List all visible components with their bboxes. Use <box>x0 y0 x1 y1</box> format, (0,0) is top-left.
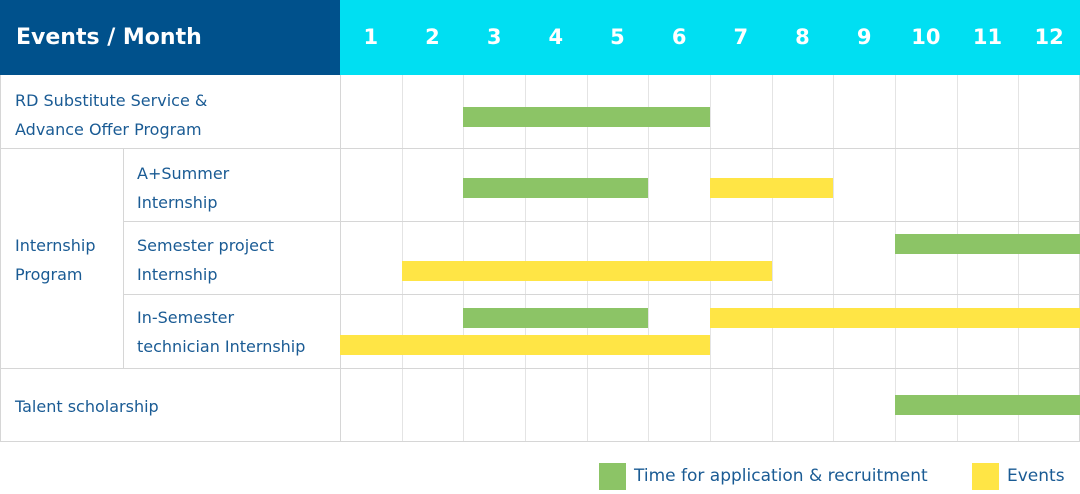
grid-vline <box>586 75 588 441</box>
row-label-rd: RD Substitute Service & Advance Offer Pr… <box>15 86 207 144</box>
row-label-line: A+Summer <box>137 164 230 183</box>
grid-vline <box>648 75 650 441</box>
month-label-9: 9 <box>856 25 872 49</box>
row-label-insem: In-Semester technician Internship <box>137 303 305 361</box>
bar-events-row3 <box>340 335 710 355</box>
group-label-internship: Internship Program <box>15 231 96 289</box>
row-label-talent: Talent scholarship <box>15 397 159 416</box>
row-label-line: technician Internship <box>137 337 306 356</box>
month-label-2: 2 <box>425 25 440 49</box>
bar-events-row1 <box>710 178 834 198</box>
grid-border <box>0 75 1 441</box>
month-label-4: 4 <box>548 25 564 49</box>
header-events-month: Events / Month <box>0 0 340 75</box>
month-label-1: 1 <box>363 25 379 49</box>
month-header: 1 2 3 4 5 6 7 8 9 10 11 12 <box>340 0 1080 75</box>
row-label-line: Semester project <box>137 236 275 255</box>
grid-vline <box>1018 75 1020 441</box>
legend-label-events: Events <box>1007 466 1065 486</box>
grid-vline <box>710 75 711 441</box>
bar-events-row2 <box>401 261 772 281</box>
bar-application-row4 <box>895 395 1080 415</box>
month-label-11: 11 <box>972 25 1003 49</box>
grid-hline <box>123 294 1080 295</box>
month-label-3: 3 <box>486 25 502 49</box>
legend-swatch-application <box>599 463 626 490</box>
row-label-semester: Semester project Internship <box>137 231 274 289</box>
grid-vline <box>771 75 773 441</box>
grid-vline <box>525 75 526 441</box>
month-label-5: 5 <box>610 25 625 49</box>
legend-swatch-events <box>972 463 999 490</box>
bar-application-row2 <box>895 234 1080 254</box>
month-label-6: 6 <box>671 25 687 49</box>
grid-hline <box>0 441 1080 442</box>
grid-vline <box>956 75 958 441</box>
row-label-line: In-Semester <box>137 308 235 327</box>
month-label-8: 8 <box>795 25 810 49</box>
group-label-line: Program <box>15 265 83 284</box>
row-label-line: Advance Offer Program <box>15 120 202 139</box>
row-label-line: RD Substitute Service & <box>15 91 208 110</box>
month-label-10: 10 <box>911 25 941 49</box>
grid-vline <box>123 148 124 368</box>
row-label-summer: A+Summer Internship <box>137 159 229 217</box>
bar-application-row3 <box>463 308 649 328</box>
grid-hline <box>0 368 1080 369</box>
bar-events-row3 <box>710 308 1080 328</box>
bar-application-row0 <box>463 107 710 127</box>
legend-label-application: Time for application & recruitment <box>634 466 928 486</box>
grid-vline <box>401 75 403 441</box>
grid-hline <box>123 221 1080 222</box>
grid-vline <box>833 75 835 441</box>
grid-hline <box>0 148 1080 149</box>
row-label-line: Internship <box>137 265 218 284</box>
grid-vline <box>340 75 341 441</box>
month-label-7: 7 <box>733 25 749 49</box>
month-label-12: 12 <box>1034 25 1064 49</box>
grid-vline <box>895 75 896 441</box>
grid-vline <box>463 75 465 441</box>
group-label-line: Internship <box>15 236 96 255</box>
bar-application-row1 <box>463 178 649 198</box>
row-label-line: Internship <box>137 193 218 212</box>
